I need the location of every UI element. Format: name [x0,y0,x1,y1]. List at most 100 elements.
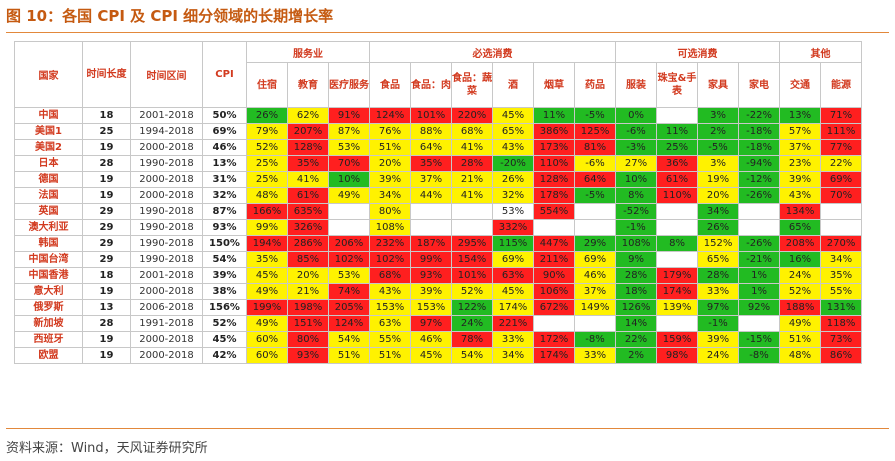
value-cell [738,315,781,332]
value-cell: 52% [451,283,494,300]
value-cell: -22% [738,107,781,124]
value-cell: 110% [533,155,576,172]
country-cell: 美国1 [14,123,83,140]
sub-header: 酒 [492,62,535,108]
value-cell: 152% [697,235,740,252]
table-row: 意大利 19 2000-2018 38% 49% 21% 74% 43% 39% 52% 45% 10… [14,283,863,300]
value-cell: 80% [369,203,412,220]
value-cell: 26% [246,107,288,124]
value-cell: 93% [410,267,453,284]
value-cell: 70% [820,187,863,204]
value-cell: 9% [615,251,658,268]
value-cell: 51% [369,139,412,156]
years-cell: 19 [82,187,131,204]
value-cell [656,315,699,332]
value-cell: -52% [615,203,658,220]
cpi-cell: 87% [202,203,247,220]
header-country: 国家 [14,41,83,108]
value-cell: 22% [615,331,658,348]
value-cell: 106% [533,283,576,300]
value-cell: -20% [492,155,535,172]
value-cell: -5% [697,139,740,156]
value-cell: 295% [451,235,494,252]
value-cell: 49% [246,315,288,332]
value-cell: 20% [369,155,412,172]
value-cell: 207% [287,123,329,140]
years-cell: 19 [82,283,131,300]
value-cell: 199% [246,299,288,316]
value-cell: -18% [738,139,781,156]
sub-header: 食品 [369,62,412,108]
interval-cell: 1994-2018 [130,123,203,140]
value-cell: 19% [697,171,740,188]
value-cell: 153% [410,299,453,316]
table-row: 澳大利亚 29 1990-2018 93% 99% 326% 108% 332% -1% 26% 6… [14,219,863,236]
value-cell: 174% [656,283,699,300]
cpi-cell: 156% [202,299,247,316]
value-cell: 128% [287,139,329,156]
value-cell: 8% [656,235,699,252]
years-cell: 29 [82,235,131,252]
interval-cell: 1990-2018 [130,219,203,236]
value-cell: 54% [451,347,494,364]
value-cell: 52% [779,283,822,300]
value-cell: 62% [287,107,329,124]
value-cell [533,315,576,332]
value-cell: -26% [738,235,781,252]
value-cell [820,219,863,236]
value-cell: 110% [656,187,699,204]
value-cell [820,203,863,220]
country-cell: 新加坡 [14,315,83,332]
sub-header: 烟草 [533,62,576,108]
country-cell: 法国 [14,187,83,204]
years-cell: 28 [82,155,131,172]
years-cell: 18 [82,107,131,124]
cpi-cell: 42% [202,347,247,364]
value-cell: 37% [574,283,617,300]
figure-title: 图 10：各国 CPI 及 CPI 细分领域的长期增长率 [6,7,334,25]
cpi-cell: 93% [202,219,247,236]
value-cell [574,219,617,236]
cpi-cell: 39% [202,267,247,284]
value-cell: 221% [492,315,535,332]
value-cell: -8% [574,331,617,348]
source-rule [6,428,889,429]
value-cell: 447% [533,235,576,252]
value-cell [656,251,699,268]
value-cell: 20% [287,267,329,284]
value-cell: 174% [533,347,576,364]
interval-cell: 2000-2018 [130,283,203,300]
value-cell: 270% [820,235,863,252]
sub-header: 药品 [574,62,617,108]
value-cell: 73% [820,331,863,348]
value-cell: -5% [574,107,617,124]
value-cell: 77% [820,139,863,156]
value-cell: 49% [246,283,288,300]
table-row: 英国 29 1990-2018 87% 166% 635% 80% 53% 554% -52% 34… [14,203,863,220]
value-cell: 80% [287,331,329,348]
value-cell: 63% [492,267,535,284]
value-cell: 97% [697,299,740,316]
value-cell: 37% [779,139,822,156]
value-cell: 101% [451,267,494,284]
value-cell: 131% [820,299,863,316]
value-cell: 25% [246,155,288,172]
value-cell: 10% [615,171,658,188]
cpi-cell: 46% [202,139,247,156]
value-cell: 2% [615,347,658,364]
value-cell: 220% [451,107,494,124]
value-cell: 102% [327,251,371,268]
years-cell: 28 [82,315,131,332]
value-cell: 13% [779,107,822,124]
value-cell: 24% [779,267,822,284]
cpi-cell: 69% [202,123,247,140]
value-cell [533,219,576,236]
value-cell [327,219,371,236]
value-cell [451,203,494,220]
table-body: 中国 18 2001-2018 50% 26% 62% 91% 124% 101% 220% 45%… [14,107,863,364]
country-cell: 中国台湾 [14,251,83,268]
value-cell: 36% [656,155,699,172]
interval-cell: 1990-2018 [130,251,203,268]
value-cell: -6% [574,155,617,172]
value-cell: 24% [697,347,740,364]
